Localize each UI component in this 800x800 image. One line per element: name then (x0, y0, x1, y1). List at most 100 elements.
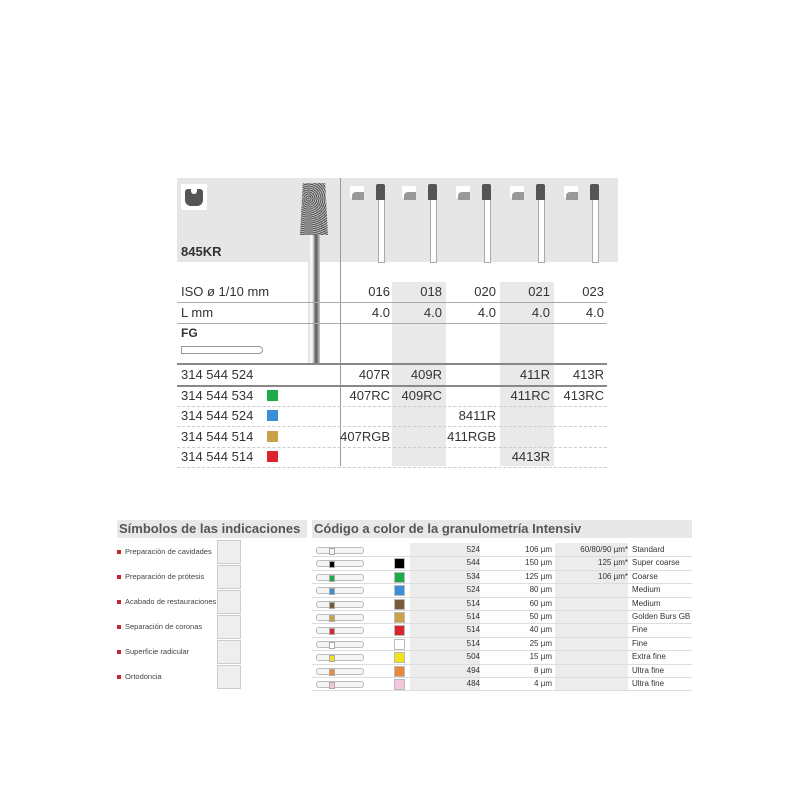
order-number: 407RC (349, 387, 390, 403)
column-shade (392, 282, 446, 466)
indication-label: Acabado de restauraciones (125, 597, 217, 606)
grit-size: 8 µm (534, 665, 552, 675)
bullet-icon (117, 675, 121, 680)
grit-row: 484 4 µm Ultra fine (312, 677, 692, 692)
product-row: 314 544 514 4413R (177, 447, 607, 467)
indications-title: Símbolos de las indicaciones (117, 520, 307, 538)
grit-code: 534 (466, 571, 480, 581)
bur-profile-icon (564, 184, 599, 264)
grit-color-swatch (267, 389, 278, 401)
length-row: L mm 4.0 4.0 4.0 4.0 4.0 (177, 303, 607, 323)
indication-label: Preparación de cavidades (125, 547, 212, 556)
grit-name: Ultra fine (632, 665, 665, 675)
cell: 4.0 (585, 305, 604, 320)
grit-alt-size: 60/80/90 µm* (580, 545, 628, 554)
divider (177, 385, 607, 387)
bur-shank-icon (316, 681, 364, 689)
indication-item: Preparación de prótesis (117, 567, 204, 587)
cell: 021 (528, 284, 550, 299)
grit-code: 494 (466, 665, 480, 675)
color-swatch (394, 625, 405, 637)
grit-size: 106 µm (525, 545, 552, 554)
grit-code: 514 (466, 612, 480, 621)
divider (177, 302, 607, 303)
grit-row: 514 50 µm Golden Burs GB (312, 610, 692, 625)
product-name: 845KR (181, 244, 222, 259)
grit-row: 514 25 µm Fine (312, 637, 692, 652)
grit-code: 524 (466, 545, 480, 554)
bullet-icon (117, 575, 121, 580)
grit-name: Coarse (632, 571, 658, 581)
bur-profile-icon (456, 184, 491, 264)
product-table: 845KR ISO ø 1/10 mm 016 018 020 021 023 L mm 4… (177, 178, 618, 468)
cell: 4.0 (477, 305, 496, 320)
color-swatch (394, 652, 405, 664)
grit-row: 524 106 µm 60/80/90 µm* Standard (312, 543, 692, 558)
column-shade (410, 543, 480, 691)
product-code: 314 544 524 (181, 408, 254, 423)
grit-size: 4 µm (534, 679, 552, 688)
indication-symbol-icon (217, 590, 241, 614)
indication-symbol-icon (217, 615, 241, 639)
order-number: 411R (519, 367, 550, 382)
product-row: 314 544 534 407RC 409RC 411RC 413RC (177, 386, 607, 406)
indication-item: Ortodoncia (117, 667, 162, 687)
bur-shank-icon (316, 560, 364, 569)
order-number: 4413R (511, 449, 550, 464)
grit-row: 534 125 µm 106 µm* Coarse (312, 570, 692, 585)
cavity-icon (181, 184, 207, 210)
iso-label: ISO ø 1/10 mm (181, 284, 270, 299)
grit-color-swatch (267, 430, 278, 442)
grit-color-swatch (267, 451, 278, 462)
grit-name: Ultra fine (632, 679, 665, 688)
grit-code: 514 (466, 625, 480, 635)
bullet-icon (117, 650, 121, 655)
bur-image (300, 183, 330, 363)
bur-shank-icon (316, 640, 364, 649)
bur-shank-icon (316, 600, 364, 609)
bur-shank-icon (316, 614, 364, 622)
grit-name: Medium (632, 585, 661, 595)
order-number: 8411R (458, 408, 496, 423)
grit-row: 514 40 µm Fine (312, 623, 692, 638)
cell: 023 (582, 284, 604, 299)
color-swatch (394, 612, 405, 623)
bullet-icon (117, 550, 121, 555)
bullet-icon (117, 625, 121, 630)
divider (177, 363, 607, 365)
product-row: 314 544 524 8411R (177, 406, 607, 426)
bur-profile-icon (402, 184, 437, 264)
product-row: 314 544 514 407RGB 411RGB (177, 427, 607, 447)
product-code: 314 544 514 (181, 428, 254, 444)
indication-symbol-icon (217, 665, 241, 689)
grit-code: 504 (466, 652, 480, 662)
grit-name: Standard (632, 545, 665, 554)
grit-size: 80 µm (529, 585, 552, 595)
bur-shank-icon (316, 547, 364, 555)
grit-title: Código a color de la granulometría Inten… (312, 520, 692, 538)
grit-color-swatch (267, 410, 278, 421)
indication-symbol-icon (217, 640, 241, 664)
divider (177, 323, 607, 324)
indication-symbol-icon (217, 565, 241, 589)
cell: 016 (368, 284, 390, 299)
grit-name: Extra fine (632, 652, 666, 662)
column-shade (555, 543, 628, 691)
order-number: 413R (572, 367, 604, 382)
indication-item: Acabado de restauraciones (117, 592, 216, 612)
grit-code: 514 (466, 638, 480, 648)
cell: 4.0 (531, 305, 550, 320)
indications-section: Símbolos de las indicaciones Preparación… (117, 520, 307, 689)
column-shade (500, 282, 554, 466)
indication-label: Separación de coronas (125, 622, 203, 631)
indication-item: Preparación de cavidades (117, 542, 212, 562)
grit-name: Fine (632, 625, 648, 635)
order-number: 409R (410, 367, 442, 382)
indication-label: Ortodoncia (125, 672, 162, 681)
grit-alt-size: 125 µm* (598, 558, 628, 568)
divider (340, 178, 341, 466)
cell: 4.0 (423, 305, 442, 320)
length-label: L mm (181, 305, 214, 320)
color-swatch (394, 558, 405, 570)
grit-size: 25 µm (529, 638, 552, 648)
